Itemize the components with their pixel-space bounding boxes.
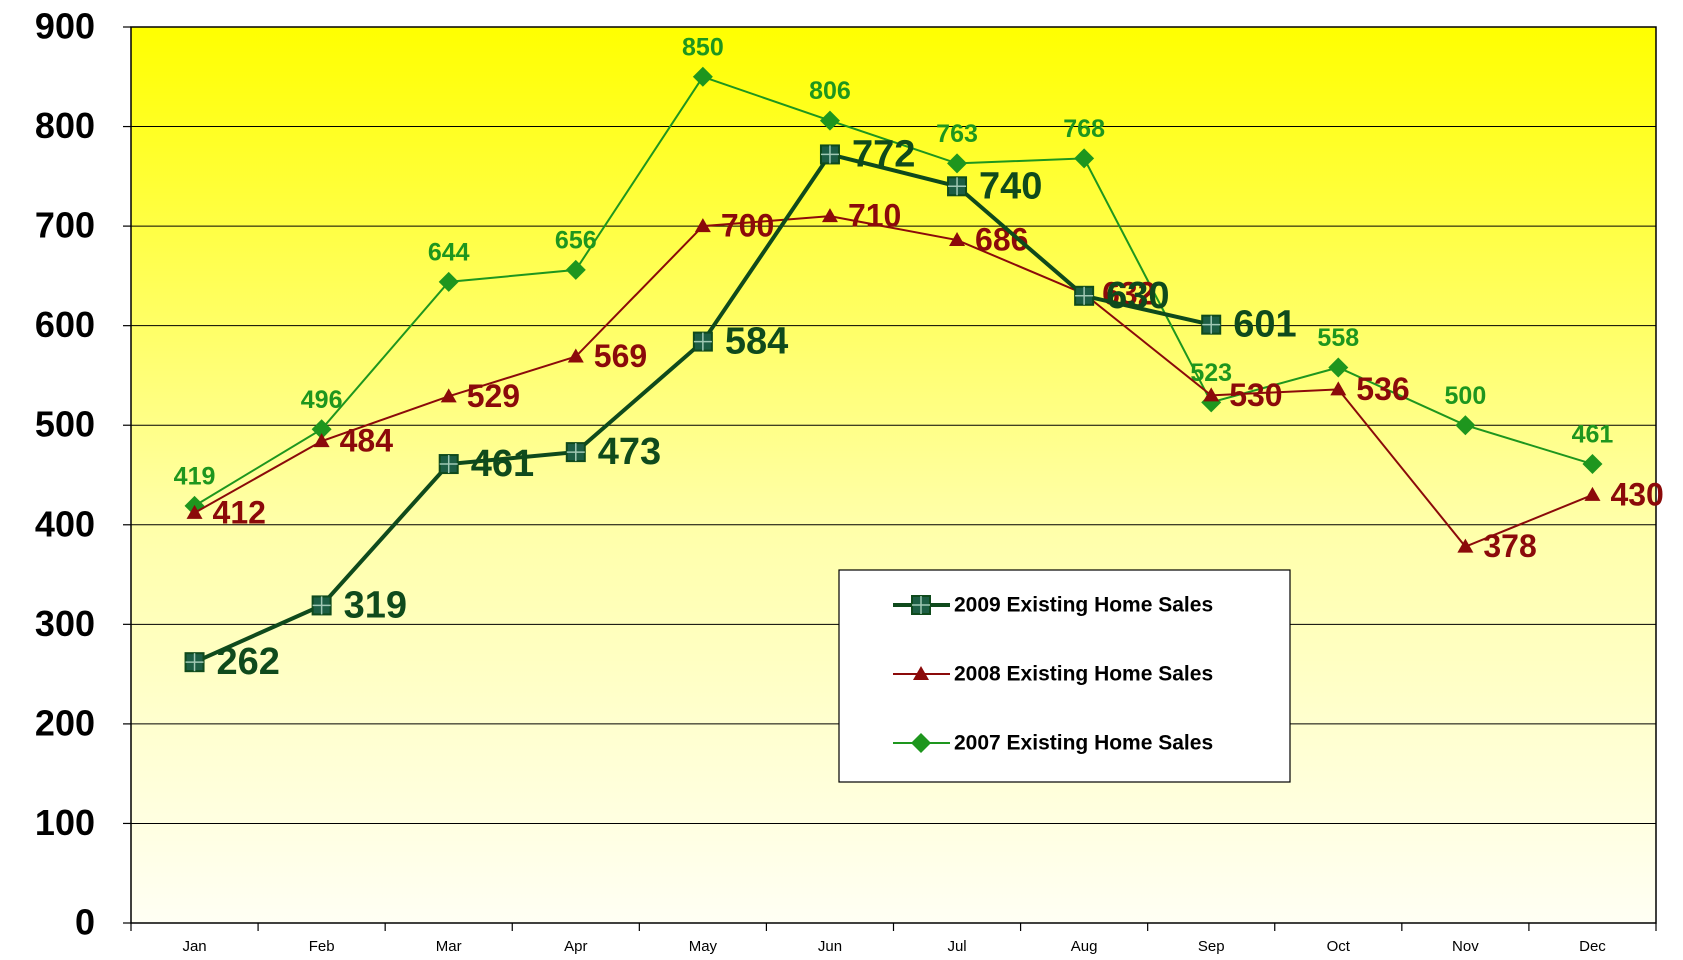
legend-label: 2008 Existing Home Sales [954,663,1213,686]
marker [1455,415,1476,436]
x-tick-label: Jul [947,938,966,955]
marker [911,733,931,753]
data-label: 601 [1233,304,1296,346]
marker [694,218,711,233]
data-label: 473 [598,431,661,473]
data-label: 700 [721,208,774,244]
data-label: 378 [1483,528,1536,564]
marker [1203,387,1220,402]
marker [692,331,713,352]
y-tick-label: 600 [35,304,95,345]
data-label: 461 [471,443,534,485]
marker [1074,148,1095,169]
marker [438,271,459,292]
marker [1074,285,1095,306]
data-label: 496 [301,386,343,414]
data-label: 584 [725,321,788,363]
marker [311,419,332,440]
data-label: 763 [936,120,978,148]
x-tick-label: Mar [436,938,462,955]
data-label: 772 [852,133,915,175]
data-label: 569 [594,338,647,374]
data-label: 530 [1229,377,1282,413]
marker [947,176,968,197]
legend: 2007 Existing Home Sales 2008 Existing Ho… [838,569,1291,783]
data-label: 484 [340,423,394,459]
marker [567,348,584,363]
data-label: 412 [213,494,266,530]
marker [1584,486,1601,501]
x-tick-label: Dec [1579,938,1606,955]
y-tick-label: 300 [35,603,95,644]
y-tick-label: 800 [35,105,95,146]
y-tick-label: 500 [35,404,95,445]
x-tick-label: Nov [1452,938,1479,955]
x-tick-label: May [689,938,718,955]
data-label: 319 [344,584,407,626]
series-line [194,215,1593,548]
data-label: 768 [1063,115,1105,143]
marker [565,442,586,463]
y-tick-label: 0 [75,902,95,943]
data-label: 710 [848,198,901,234]
data-label: 558 [1317,324,1359,352]
legend-label: 2009 Existing Home Sales [954,594,1213,617]
marker [184,652,205,673]
series-line [194,75,1593,507]
legend-label: 2007 Existing Home Sales [954,732,1213,755]
x-tick-label: Aug [1071,938,1098,955]
data-label: 523 [1190,359,1232,387]
y-tick-label: 700 [35,205,95,246]
x-tick-label: Jun [818,938,842,955]
marker [911,595,931,615]
marker [949,232,966,247]
marker [1330,381,1347,396]
x-tick-label: Oct [1327,938,1351,955]
x-tick-label: Feb [309,938,335,955]
data-label: 806 [809,77,851,105]
y-tick-label: 400 [35,503,95,544]
marker [913,666,929,680]
marker [1582,454,1603,475]
data-label: 500 [1445,382,1487,410]
data-label: 536 [1356,371,1409,407]
x-tick-label: Jan [182,938,206,955]
data-label: 656 [555,227,597,255]
marker [565,259,586,280]
data-label: 740 [979,165,1042,207]
marker [186,504,203,519]
marker [1457,538,1474,553]
marker [1328,357,1349,378]
marker [313,433,330,448]
data-label: 419 [174,462,216,490]
marker [947,153,968,174]
data-label: 430 [1610,476,1663,512]
marker [692,66,713,87]
y-tick-label: 100 [35,802,95,843]
data-label: 461 [1572,421,1614,449]
marker [821,208,838,223]
x-tick-label: Apr [564,938,587,955]
marker [1201,314,1222,335]
data-label: 630 [1106,275,1169,317]
y-tick-label: 200 [35,702,95,743]
y-tick-label: 900 [35,6,95,47]
data-label: 644 [428,238,470,266]
marker [438,454,459,475]
data-label: 529 [467,378,520,414]
data-label: 262 [217,641,280,683]
marker [819,110,840,131]
marker [440,388,457,403]
marker [819,144,840,165]
data-label: 850 [682,33,724,61]
marker [311,595,332,616]
x-tick-label: Sep [1198,938,1225,955]
